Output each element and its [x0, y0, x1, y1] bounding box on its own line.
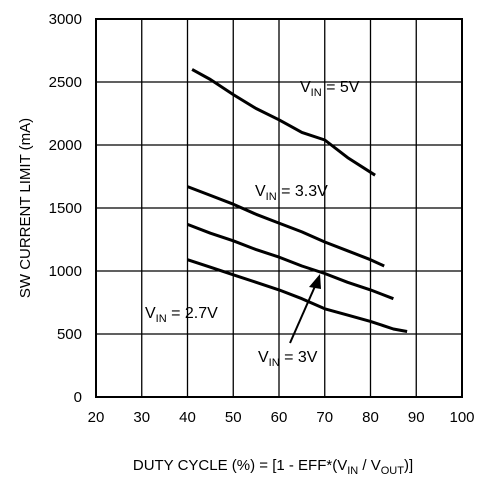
y-tick-label: 1500	[49, 200, 82, 217]
series-line-1	[186, 185, 385, 268]
x-tick-label: 60	[271, 409, 288, 426]
x-tick-label: 80	[362, 409, 379, 426]
x-axis-title: DUTY CYCLE (%) = [1 - EFF*(VIN / VOUT)]	[133, 457, 413, 477]
y-axis-title: SW CURRENT LIMIT (mA)	[17, 118, 34, 298]
x-tick-label: 50	[225, 409, 242, 426]
series-3v-pointer-line	[289, 283, 317, 344]
x-tick-label: 90	[408, 409, 425, 426]
x-tick-label: 20	[88, 409, 105, 426]
series-line-0	[191, 68, 376, 177]
plot-frame	[95, 18, 463, 398]
x-tick-label: 40	[179, 409, 196, 426]
series-label-3v3: VIN = 3.3V	[255, 183, 328, 203]
series-line-2	[186, 222, 394, 301]
x-tick-label: 70	[316, 409, 333, 426]
y-tick-label: 0	[74, 389, 82, 406]
data-series	[186, 68, 408, 333]
series-label-5v: VIN = 5V	[300, 79, 360, 99]
y-tick-label: 3000	[49, 11, 82, 28]
tick-labels: 20 30 40 50 60 70 80 90 100050010001500200025003…	[49, 11, 475, 426]
series-line-3	[187, 258, 408, 333]
x-tick-label: 30	[133, 409, 150, 426]
series-label-3v: VIN = 3V	[258, 349, 318, 369]
x-tick-label: 100	[449, 409, 474, 426]
series-3v-pointer-arrowhead	[309, 274, 321, 289]
y-tick-label: 2000	[49, 137, 82, 154]
y-tick-label: 500	[57, 326, 82, 343]
y-tick-label: 1000	[49, 263, 82, 280]
series-label-2v7: VIN = 2.7V	[145, 305, 218, 325]
grid-lines	[96, 19, 462, 397]
y-tick-label: 2500	[49, 74, 82, 91]
